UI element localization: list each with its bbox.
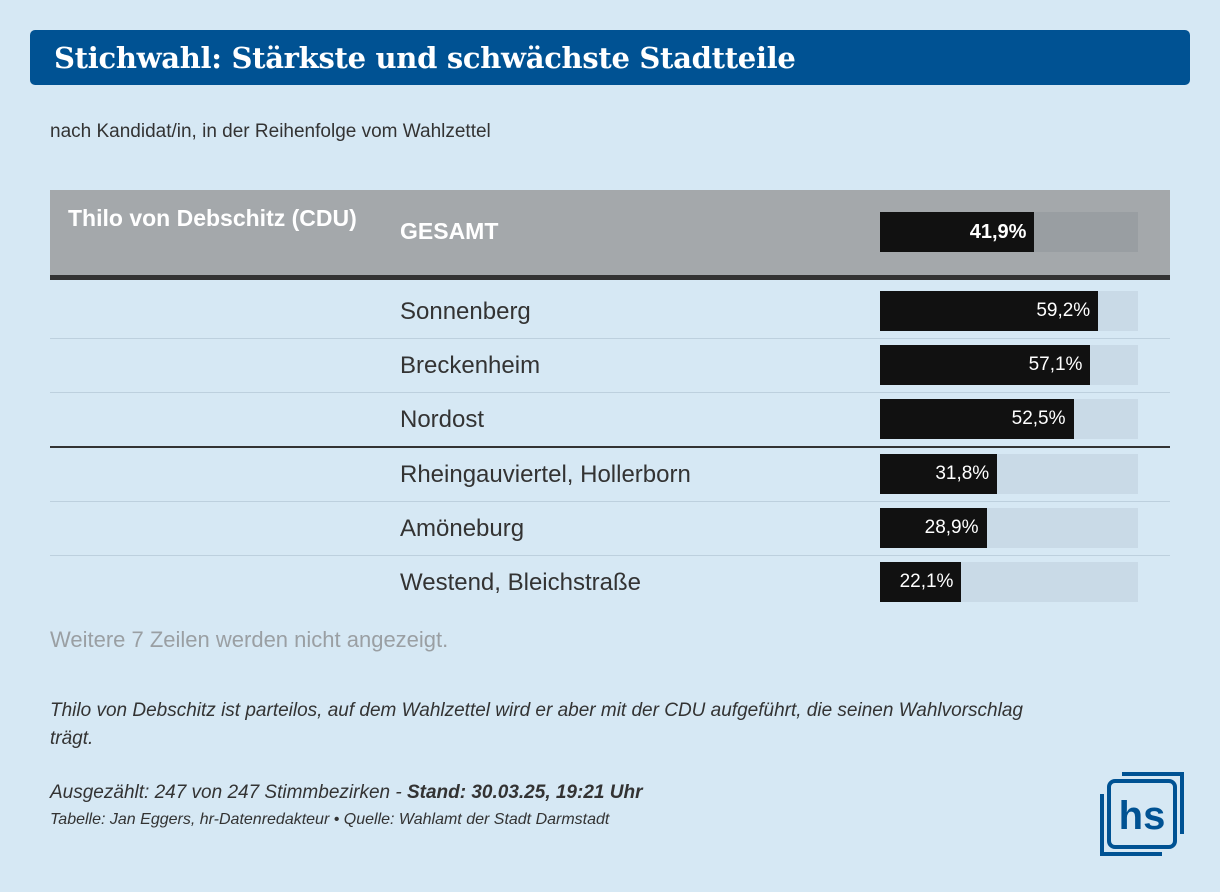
bar-track: 22,1% [880, 562, 1138, 602]
chart-subtitle: nach Kandidat/in, in der Reihenfolge vom… [50, 121, 491, 142]
district-name: Breckenheim [400, 352, 541, 379]
total-bar [880, 212, 1035, 252]
table-body: Sonnenberg 59,2% Breckenheim 57,1% Nordost 52… [50, 285, 1170, 609]
table-row: Breckenheim 57,1% [50, 339, 1170, 393]
bar-value-label: 57,1% [1028, 354, 1083, 375]
bar-track: 31,8% [880, 454, 1138, 494]
total-bar-label: 41,9% [969, 221, 1027, 243]
hs-logo: hs [1100, 772, 1184, 856]
district-name: Nordost [400, 406, 485, 433]
candidate-name: Thilo von Debschitz (CDU) [68, 205, 357, 231]
district-name: Sonnenberg [400, 298, 531, 325]
total-bar-track: 41,9% [880, 212, 1138, 252]
table-row: Nordost 52,5% [50, 393, 1170, 448]
bar-track: 28,9% [880, 508, 1138, 548]
district-name: Westend, Bleichstraße [400, 569, 641, 596]
district-name: Rheingauviertel, Hollerborn [400, 461, 691, 488]
bar [880, 345, 1091, 385]
table-header: Thilo von Debschitz (CDU) GESAMT 41,9% [50, 190, 1170, 280]
bar [880, 291, 1099, 331]
table-row: Amöneburg 28,9% [50, 502, 1170, 556]
bar-track: 52,5% [880, 399, 1138, 439]
district-name: Amöneburg [400, 515, 525, 542]
title-bar: Stichwahl: Stärkste und schwächste Stadt… [30, 30, 1190, 85]
chart-title: Stichwahl: Stärkste und schwächste Stadt… [54, 41, 796, 75]
results-table: Thilo von Debschitz (CDU) GESAMT 41,9% S… [50, 190, 1170, 609]
more-rows-note: Weitere 7 Zeilen werden nicht angezeigt. [50, 627, 449, 652]
bar [880, 454, 998, 494]
header-area-label: GESAMT [400, 218, 499, 244]
bar-track: 57,1% [880, 345, 1138, 385]
bar-value-label: 31,8% [935, 463, 990, 484]
credit-line: Tabelle: Jan Eggers, hr-Datenredakteur •… [50, 811, 610, 828]
bar [880, 399, 1074, 439]
count-status: Ausgezählt: 247 von 247 Stimmbezirken - … [50, 782, 642, 804]
table-row: Rheingauviertel, Hollerborn 31,8% [50, 448, 1170, 502]
stand-text: Stand: 30.03.25, 19:21 Uhr [406, 782, 643, 803]
table-row: Sonnenberg 59,2% [50, 285, 1170, 339]
logo-text: hs [1119, 794, 1166, 838]
bar-value-label: 59,2% [1036, 300, 1091, 321]
bar-value-label: 28,9% [924, 517, 979, 538]
count-text: Ausgezählt: 247 von 247 Stimmbezirken - [50, 782, 407, 803]
bar-value-label: 22,1% [899, 571, 954, 592]
bar [880, 508, 987, 548]
footnote: Thilo von Debschitz ist parteilos, auf d… [50, 700, 1023, 749]
table-row: Westend, Bleichstraße 22,1% [50, 556, 1170, 609]
bar-track: 59,2% [880, 291, 1138, 331]
bar [880, 562, 962, 602]
bar-value-label: 52,5% [1011, 408, 1066, 429]
